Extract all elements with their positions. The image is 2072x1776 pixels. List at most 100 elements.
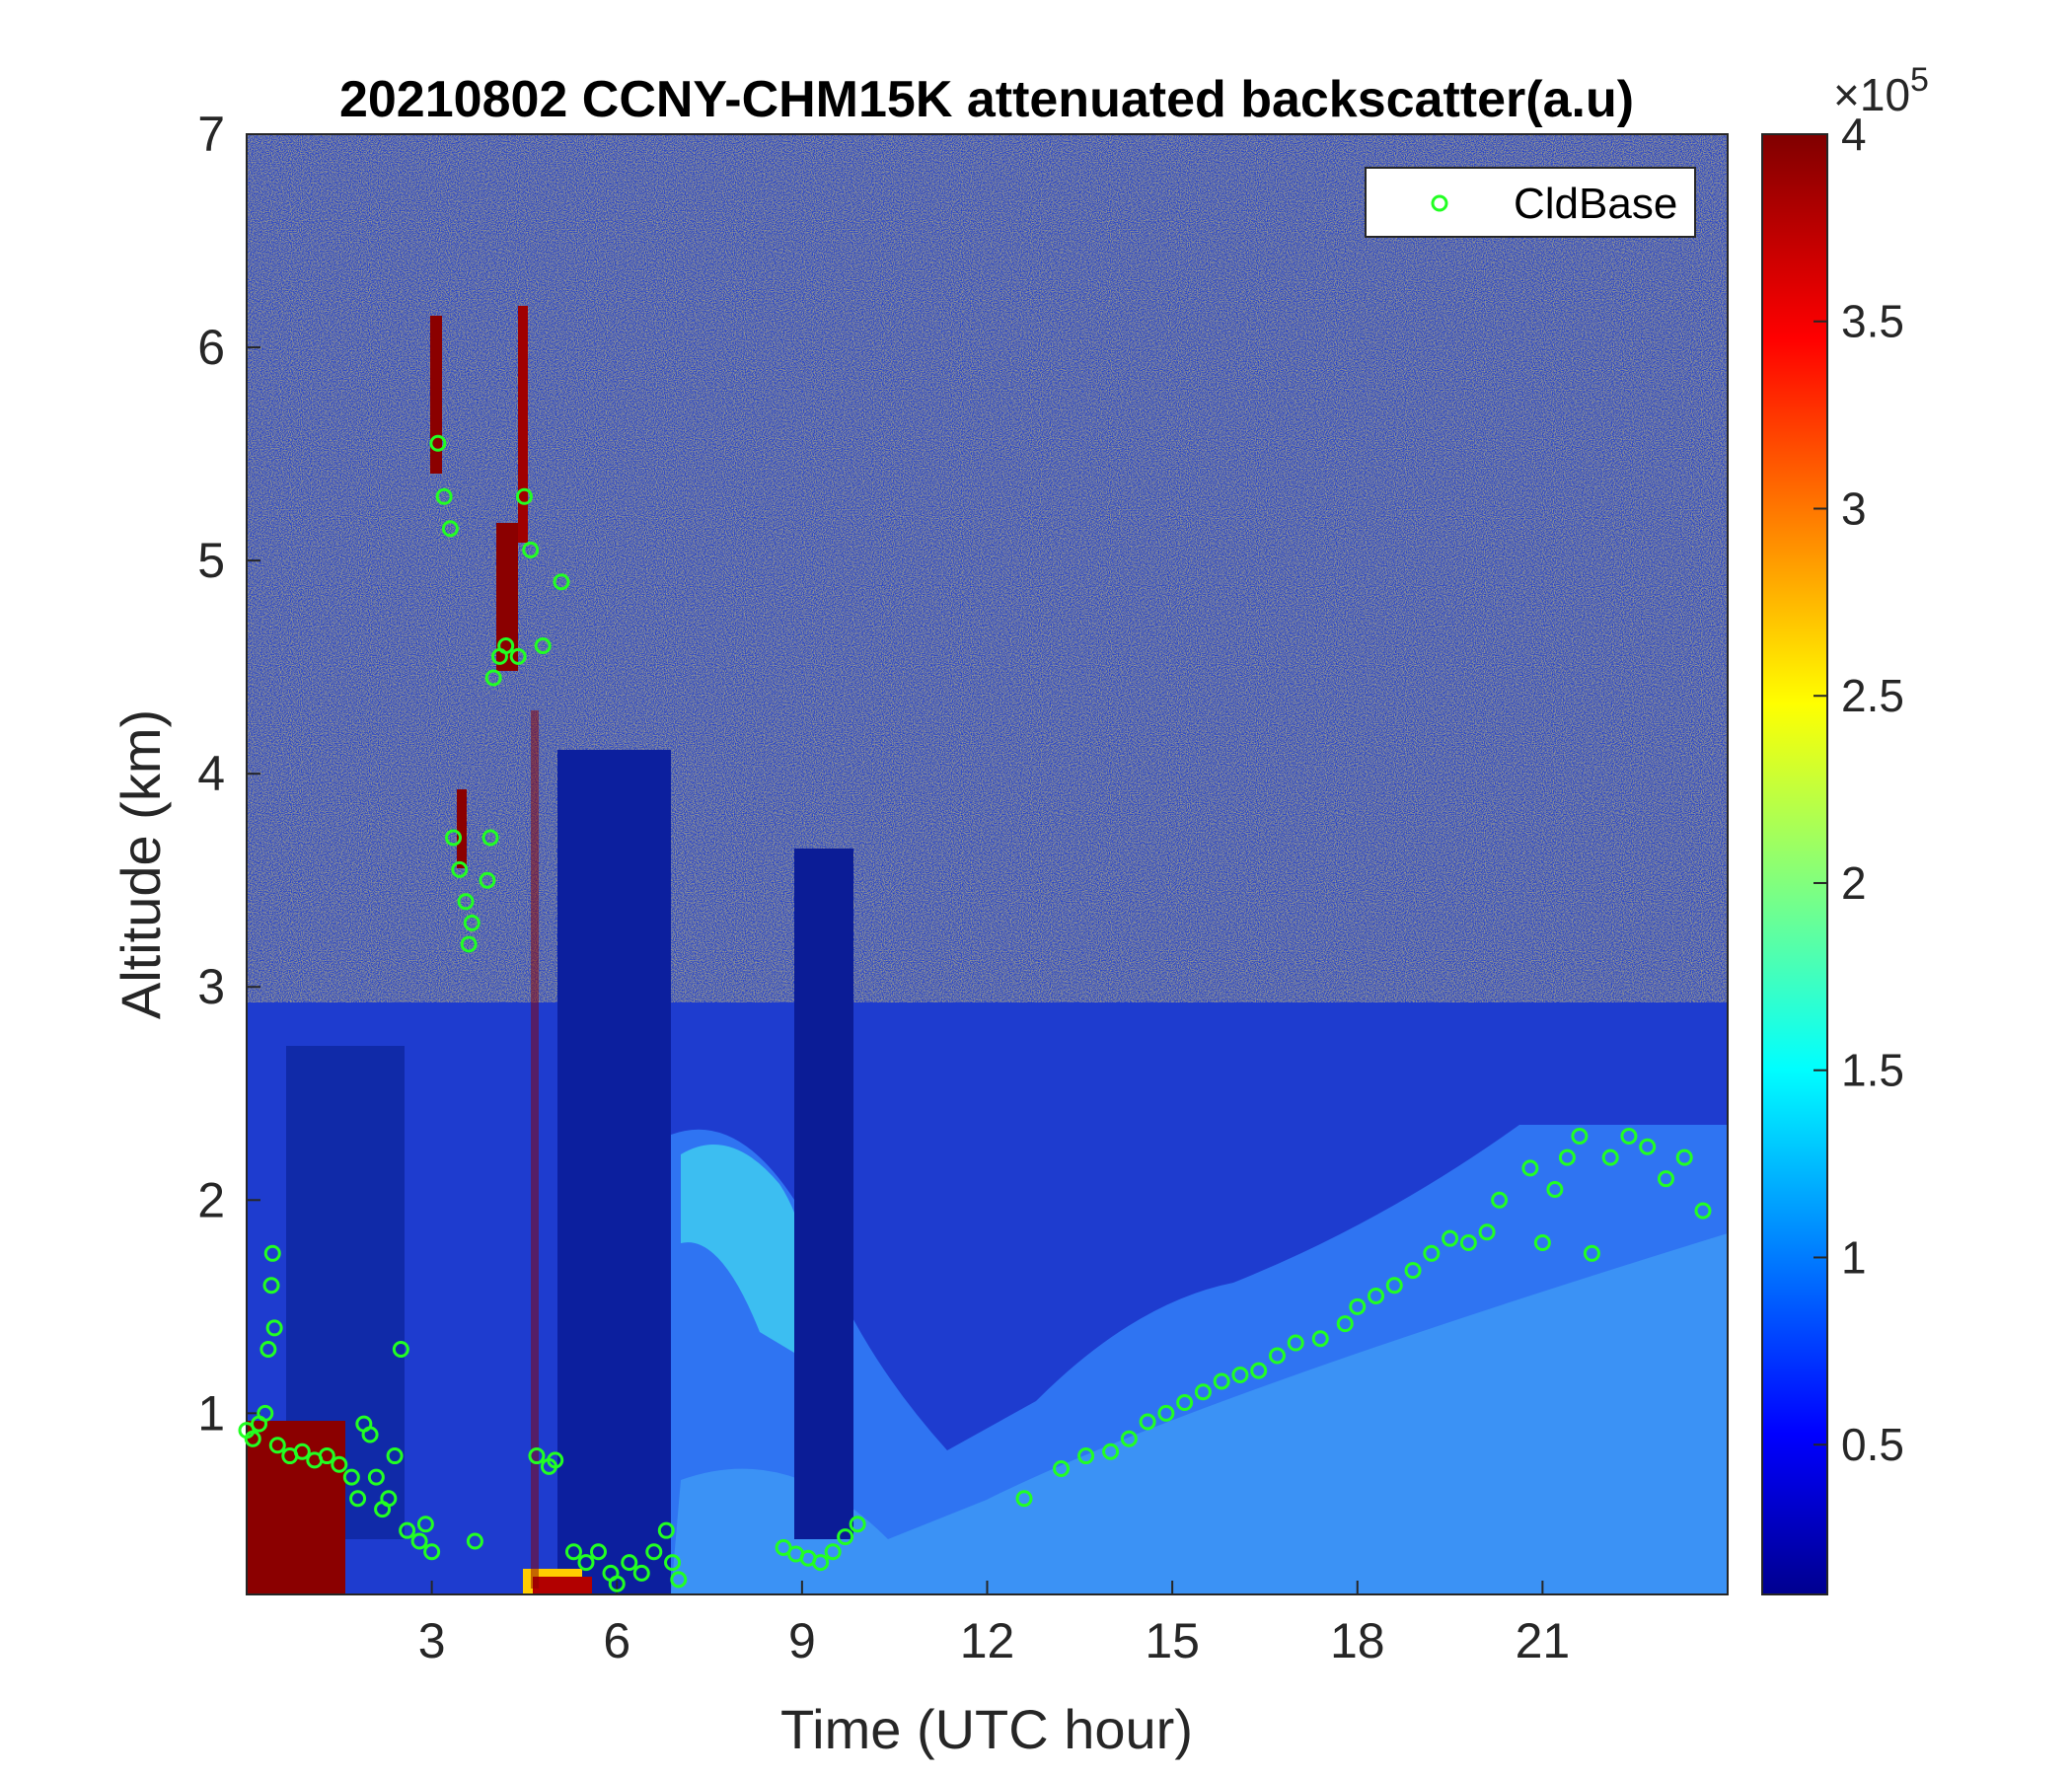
colorbar-ticks: 0.5 1 1.5 2 2.5 3 3.5 4	[1813, 109, 1904, 1470]
cldbase-point	[1077, 1447, 1095, 1465]
cldbase-point	[1620, 1127, 1638, 1145]
cldbase-point	[484, 669, 502, 687]
cldbase-point	[441, 520, 459, 538]
cldbase-point	[1459, 1234, 1477, 1252]
colorbar-multiplier: ×105	[1833, 61, 1929, 120]
cldbase-point	[564, 1543, 582, 1561]
cldbase-point	[1583, 1244, 1600, 1262]
cldbase-point	[1287, 1334, 1304, 1352]
cloud-streak-1	[430, 316, 442, 474]
cldbase-point	[515, 487, 533, 505]
cldbase-point	[670, 1571, 688, 1589]
x-tick-label: 9	[788, 1613, 816, 1668]
cldbase-point	[621, 1554, 638, 1572]
cldbase-point	[1157, 1404, 1175, 1422]
cldbase-point	[399, 1521, 416, 1539]
colorbar-tick-label: 2.5	[1841, 670, 1904, 721]
cldbase-point	[1478, 1223, 1496, 1241]
cldbase-point	[331, 1455, 348, 1473]
colorbar-tick-label: 4	[1841, 109, 1867, 160]
y-tick-label: 5	[197, 533, 225, 588]
cldbase-point	[1102, 1443, 1120, 1460]
cldbase-point	[1053, 1460, 1071, 1478]
cldbase-point	[1546, 1180, 1564, 1198]
cldbase-point	[1675, 1148, 1693, 1166]
cldbase-point	[837, 1528, 854, 1546]
chart-title: 20210802 CCNY-CHM15K attenuated backscat…	[339, 71, 1634, 128]
cldbase-point	[479, 871, 496, 889]
cldbase-point	[509, 647, 527, 665]
cldbase-point	[268, 1437, 286, 1454]
cldbase-point	[1311, 1330, 1329, 1348]
cldbase-point	[1194, 1383, 1212, 1401]
cldbase-point	[293, 1443, 311, 1460]
y-tick-label: 6	[197, 320, 225, 375]
cldbase-point	[435, 487, 453, 505]
cldbase-point	[349, 1490, 367, 1508]
cldbase-point	[657, 1521, 675, 1539]
cldbase-point	[392, 1341, 409, 1359]
cldbase-point	[262, 1277, 280, 1295]
cldbase-point	[361, 1426, 379, 1443]
x-tick-label: 15	[1145, 1613, 1200, 1668]
cldbase-point	[1231, 1366, 1249, 1383]
colorbar-tick-label: 2	[1841, 857, 1867, 909]
cldbase-point	[457, 893, 475, 911]
low-cloud-red-2	[533, 1577, 592, 1594]
y-tick-label: 4	[197, 746, 225, 801]
colorbar-gradient	[1762, 134, 1827, 1594]
cldbase-point	[481, 829, 499, 847]
x-tick-label: 6	[603, 1613, 630, 1668]
colorbar-frame	[1761, 133, 1828, 1595]
cldbase-point	[463, 914, 481, 931]
cldbase-point	[318, 1447, 335, 1465]
cldbase-point	[263, 1244, 281, 1262]
cldbase-point	[577, 1554, 595, 1572]
cldbase-point	[1213, 1372, 1230, 1390]
cldbase-point	[380, 1490, 398, 1508]
cldbase-point	[386, 1447, 404, 1465]
cldbase-point	[528, 1447, 546, 1465]
y-axis-ticks: 1 2 3 4 5 6 7	[197, 107, 260, 1441]
cldbase-point	[244, 1430, 261, 1447]
cldbase-point	[553, 573, 570, 591]
cldbase-point	[1558, 1148, 1576, 1166]
backscatter-field	[247, 134, 1728, 1594]
cldbase-point	[1601, 1148, 1619, 1166]
cldbase-point	[445, 829, 463, 847]
cldbase-point	[1268, 1347, 1286, 1365]
colorbar-tick-label: 0.5	[1841, 1419, 1904, 1470]
cldbase-point	[451, 860, 469, 878]
dark-gap-1	[557, 750, 671, 1594]
y-tick-label: 3	[197, 959, 225, 1014]
cldbase-point	[664, 1554, 682, 1572]
cldbase-point	[410, 1532, 428, 1550]
cldbase-point	[1571, 1127, 1589, 1145]
x-axis-ticks: 3 6 9 12 15 18 21	[418, 1581, 1570, 1668]
cldbase-point	[1368, 1288, 1385, 1305]
cldbase-point	[775, 1538, 792, 1556]
cldbase-point	[1139, 1413, 1156, 1431]
cldbase-point	[265, 1319, 283, 1337]
cldbase-point	[522, 541, 540, 558]
cldbase-point	[1120, 1430, 1138, 1447]
colorbar-multiplier-base: ×10	[1833, 69, 1910, 120]
cldbase-point	[589, 1543, 607, 1561]
field-upper-noise	[247, 134, 1728, 1002]
legend-box	[1365, 167, 1696, 238]
cldbase-point	[632, 1564, 650, 1582]
legend-marker	[1431, 194, 1448, 212]
cldbase-point	[466, 1532, 483, 1550]
x-tick-label: 18	[1330, 1613, 1385, 1668]
colorbar: 0.5 1 1.5 2 2.5 3 3.5 4 ×105	[1761, 61, 1929, 1595]
cldbase-point	[1657, 1170, 1674, 1188]
cldbase-point	[1015, 1490, 1033, 1508]
colorbar-tick-label: 1.5	[1841, 1045, 1904, 1096]
cloud-streak-5	[531, 710, 539, 1589]
cldbase-point	[1639, 1138, 1657, 1155]
cldbase-point	[1423, 1244, 1441, 1262]
y-tick-label: 2	[197, 1172, 225, 1227]
cldbase-point	[1442, 1229, 1459, 1247]
colorbar-tick-label: 3.5	[1841, 296, 1904, 347]
